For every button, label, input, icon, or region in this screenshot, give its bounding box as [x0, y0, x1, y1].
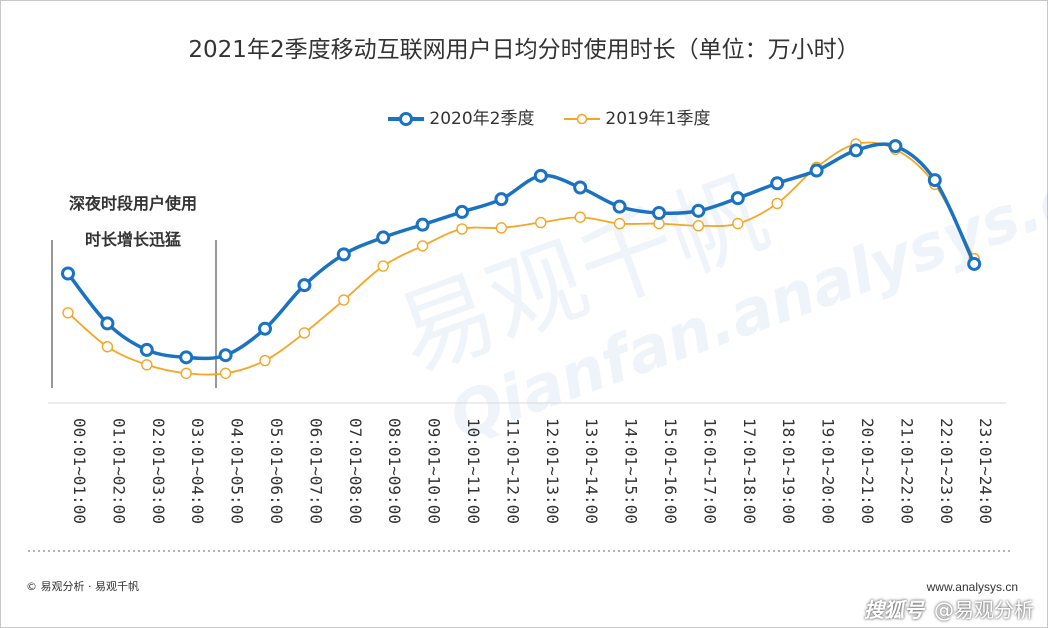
series-2-point-9 — [416, 240, 429, 252]
x-tick-label: 13:01~14:00 — [582, 418, 601, 524]
series-1-point-21 — [888, 139, 903, 154]
x-tick-label: 17:01~18:00 — [740, 418, 759, 524]
series-1-point-23 — [967, 256, 982, 271]
series-1-point-3 — [179, 350, 194, 365]
annotation-line-1: 深夜时段用户使用 — [68, 194, 197, 213]
x-tick-label: 22:01~23:00 — [937, 418, 956, 524]
series-2-point-2 — [141, 359, 153, 371]
series-1-point-0 — [61, 266, 75, 281]
brand-watermark: 搜狐号 @易观分析 — [864, 594, 1034, 623]
series-1-point-6 — [297, 278, 312, 293]
series-1-point-12 — [533, 168, 548, 183]
series-2-point-14 — [613, 217, 626, 230]
series-1-point-22 — [927, 173, 942, 188]
legend-label-series-1: 2020年2季度 — [429, 109, 535, 129]
series-2-point-15 — [653, 217, 665, 230]
x-tick-label: 21:01~22:00 — [897, 418, 916, 524]
x-tick-label: 07:01~08:00 — [346, 418, 365, 524]
series-2-point-17 — [732, 217, 744, 230]
series-1-point-11 — [494, 192, 509, 207]
legend-item-series-1: 2020年2季度 — [388, 104, 535, 129]
series-1-point-8 — [376, 230, 391, 245]
x-tick-label: 03:01~04:00 — [188, 418, 207, 524]
x-tick-label: 10:01~11:00 — [464, 418, 483, 524]
series-2-point-5 — [259, 354, 271, 367]
series-2-point-8 — [377, 260, 389, 272]
x-tick-label: 02:01~03:00 — [149, 418, 168, 524]
series-2-point-11 — [495, 222, 508, 234]
series-1-point-2 — [139, 342, 154, 357]
x-tick-label: 01:01~02:00 — [109, 418, 128, 524]
series-2-point-6 — [298, 327, 311, 339]
x-tick-label: 23:01~24:00 — [976, 418, 995, 524]
series-2-point-7 — [338, 294, 350, 306]
series-1-point-9 — [415, 217, 430, 232]
brand-a: 搜狐号 — [864, 598, 924, 622]
footer-website: www.analysys.cn — [926, 580, 1018, 594]
series-2-point-4 — [219, 367, 232, 379]
series-1-point-1 — [100, 316, 115, 331]
series-2-point-13 — [574, 211, 586, 223]
x-tick-label: 11:01~12:00 — [503, 418, 522, 524]
series-2-point-16 — [692, 220, 705, 232]
chart-title: 2021年2季度移动互联网用户日均分时使用时长（单位：万小时） — [188, 37, 860, 63]
legend-marker-series-1 — [388, 112, 424, 126]
series-1-point-13 — [573, 180, 588, 195]
series-2-point-10 — [456, 223, 468, 235]
x-tick-label: 14:01~15:00 — [622, 418, 641, 524]
series-2-point-18 — [771, 197, 783, 210]
x-tick-label: 09:01~10:00 — [425, 418, 444, 524]
series-1-point-18 — [770, 176, 785, 191]
series-1-point-19 — [809, 163, 824, 178]
x-tick-label: 06:01~07:00 — [306, 418, 325, 524]
series-1-point-14 — [612, 199, 627, 214]
x-tick-label: 15:01~16:00 — [661, 418, 680, 524]
annotation-line-2: 时长增长迅猛 — [84, 230, 181, 249]
series-1-point-7 — [336, 247, 351, 262]
x-tick-label: 19:01~20:00 — [819, 418, 838, 524]
legend-item-series-2: 2019年1季度 — [564, 104, 711, 129]
x-tick-label: 04:01~05:00 — [228, 418, 247, 524]
x-tick-label: 20:01~21:00 — [858, 418, 877, 524]
x-tick-label: 08:01~09:00 — [385, 418, 404, 524]
series-1-point-17 — [730, 191, 745, 206]
legend-label-series-2: 2019年1季度 — [605, 109, 711, 129]
series-2-point-0 — [62, 307, 74, 319]
x-tick-label: 18:01~19:00 — [779, 418, 798, 524]
x-tick-label: 05:01~06:00 — [267, 418, 286, 524]
series-1-point-20 — [849, 143, 863, 158]
series-1-point-15 — [652, 205, 666, 220]
series-1-point-16 — [691, 203, 706, 218]
series-1-point-4 — [218, 348, 233, 363]
brand-b: @易观分析 — [934, 598, 1034, 622]
x-tick-label: 12:01~13:00 — [543, 418, 562, 524]
legend-marker-series-2 — [564, 113, 600, 125]
x-tick-label: 00:01~01:00 — [70, 418, 89, 524]
series-1-point-10 — [455, 204, 469, 219]
series-1-point-5 — [258, 321, 272, 336]
series-2-point-12 — [535, 216, 547, 229]
series-2-point-3 — [180, 367, 192, 379]
x-tick-label: 16:01~17:00 — [700, 418, 719, 524]
series-2-point-1 — [101, 341, 114, 353]
footer-copyright: © 易观分析 · 易观千帆 — [26, 580, 139, 593]
